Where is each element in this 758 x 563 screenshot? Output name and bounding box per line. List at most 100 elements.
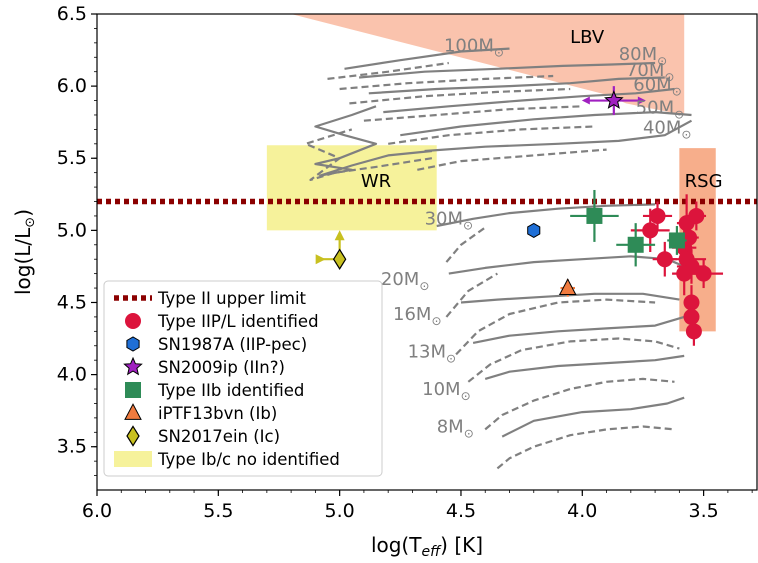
series-sn1987a-iip-pec: [527, 222, 541, 238]
legend-entry-type-ib-c-no-identified: Type Ib/c no identified: [114, 450, 340, 469]
x-tick-label: 4.0: [567, 500, 597, 522]
legend-entry-type-iip-l-identified: Type IIP/L identified: [125, 312, 319, 331]
region-labels-layer: LBV WR RSG: [361, 27, 723, 192]
mass-label-sun-symbol: ⊙: [419, 279, 429, 293]
track-40m-dashed: [417, 148, 607, 171]
mass-label-8m: 8M⊙: [437, 416, 474, 440]
track-30m-solid: [436, 203, 656, 228]
legend-label: Type IIP/L identified: [157, 312, 319, 331]
region-lbv: [291, 14, 685, 115]
x-axis-label-sub: eff: [421, 544, 442, 560]
mass-label-sun-symbol: ⊙: [657, 54, 667, 68]
series-sn2009ip-iin: [581, 86, 646, 115]
legend-label: SN2017ein (Ic): [158, 427, 280, 446]
legend-marker-iptf13bvn-ib: [124, 403, 142, 420]
series-iptf13bvn-ib: [558, 278, 577, 297]
x-axis-label-suffix: ) [K]: [440, 533, 483, 557]
regions-layer: [266, 14, 716, 332]
track-100m-dashed: [327, 61, 449, 80]
tracks-layer: [304, 47, 693, 470]
point-type-iip-l-identified-13: [688, 207, 705, 224]
legend-label: Type II upper limit: [157, 289, 307, 308]
mass-label-16m: 16M⊙: [393, 304, 442, 328]
series-type-iib-identified: [570, 189, 687, 267]
x-axis-label-main: log(T: [371, 533, 422, 557]
y-tick-label: 5.5: [57, 147, 87, 169]
axes-frame: [96, 13, 758, 491]
track-20m-dashed: [445, 272, 498, 318]
legend-box: [103, 280, 383, 477]
mass-label-sun-symbol: ⊙: [461, 389, 471, 403]
legend-entry-type-iib-identified: Type IIb identified: [125, 381, 304, 400]
point-type-iip-l-identified-0: [642, 222, 659, 239]
point-type-iip-l-identified-9: [695, 265, 712, 282]
region-label-lbv: LBV: [570, 27, 605, 48]
legend-marker-sn2017ein-ic: [126, 425, 140, 447]
points-layer: [315, 86, 724, 346]
star-arrow-right: [637, 96, 646, 105]
track-80m-dashed: [339, 74, 554, 91]
region-rsg: [679, 148, 716, 332]
track-60m-solid: [383, 87, 675, 114]
legend-marker-type-iib-identified: [125, 382, 141, 398]
mass-label-10m: 10M⊙: [422, 379, 471, 403]
mass-label-sun-symbol: ⊙: [664, 70, 674, 84]
legend-marker-type-iip-l-identified: [125, 313, 141, 329]
point-type-iip-l-identified-1: [649, 207, 666, 224]
track-wr-loops-dashed: [304, 128, 433, 181]
ticks-layer: 6.0 5.5 5.0 4.5 4.0 3.5 3.5 4.0 4.5 5.0 5.5 6.0 6.5: [57, 3, 753, 522]
plot-area: 100M⊙ 80M⊙70M⊙60M⊙50M⊙40M⊙30M⊙20M⊙16M⊙13M…: [97, 14, 757, 470]
track-70m-solid: [368, 76, 665, 95]
track-70m-dashed: [349, 87, 571, 105]
x-tick-label: 4.5: [446, 500, 476, 522]
legend: Type II upper limit Type IIP/L identified…: [103, 280, 383, 477]
legend-entry-iptf13bvn-ib: iPTF13bvn (Ib): [124, 403, 277, 423]
ylimit-arrow-sn2017ein-ic: [334, 230, 345, 241]
y-axis-label-main: log(L/L: [11, 227, 35, 295]
track-wr-loops-solid: [314, 105, 433, 177]
region-wr: [266, 145, 437, 231]
legend-label: SN1987A (IIP-pec): [158, 335, 307, 354]
x-tick-label: 3.5: [689, 500, 719, 522]
point-type-iip-l-identified-11: [683, 308, 700, 325]
track-60m-dashed: [363, 105, 583, 122]
y-tick-label: 4.0: [57, 364, 87, 386]
y-tick-label: 3.5: [57, 436, 87, 458]
y-tick-label: 6.0: [57, 75, 87, 97]
legend-label: SN2009ip (IIn?): [158, 358, 285, 377]
legend-entry-sn1987a-iip-pec: SN1987A (IIP-pec): [126, 335, 307, 354]
track-30m-dashed: [445, 226, 486, 263]
track-8m-dashed: [496, 425, 675, 470]
y-axis-label: log(L/L⊙): [11, 209, 38, 295]
y-tick-label: 6.5: [57, 3, 87, 25]
y-axis-label-suffix: ): [11, 209, 35, 217]
xlimit-arrow-sn2017ein-ic: [315, 254, 326, 265]
mass-label-20m: 20M⊙: [381, 269, 430, 293]
track-8m-solid: [501, 396, 685, 438]
x-tick-label: 5.0: [325, 500, 355, 522]
legend-entry-sn2009ip-iin: SN2009ip (IIn?): [123, 356, 285, 377]
track-50m-dashed: [388, 125, 595, 145]
track-100m-solid: [344, 47, 510, 70]
mass-label-sun-symbol: ⊙: [681, 128, 691, 142]
track-10m-dashed: [484, 377, 675, 431]
region-label-wr: WR: [361, 171, 391, 192]
mass-label-sun-symbol: ⊙: [674, 108, 684, 122]
y-tick-label: 4.5: [57, 291, 87, 313]
track-16m-solid: [460, 292, 680, 304]
track-16m-dashed: [455, 298, 656, 356]
legend-marker-sn2009ip-iin: [123, 356, 143, 376]
y-axis-label-sun: ⊙: [23, 217, 38, 228]
legend-marker-sn1987a-iip-pec: [126, 336, 140, 352]
point-type-iib-identified-0: [586, 207, 603, 224]
legend-entry-type-ii-upper-limit: Type II upper limit: [114, 289, 307, 308]
legend-label: Type IIb identified: [157, 381, 304, 400]
legend-swatch-region: [114, 451, 152, 467]
mass-label-13m: 13M⊙: [408, 341, 457, 365]
mass-label-sun-symbol: ⊙: [672, 84, 682, 98]
track-50m-solid: [400, 111, 692, 137]
mass-label-sun-symbol: ⊙: [464, 426, 474, 440]
point-type-iib-identified-2: [668, 232, 685, 249]
point-type-iip-l-identified-12: [685, 323, 702, 340]
